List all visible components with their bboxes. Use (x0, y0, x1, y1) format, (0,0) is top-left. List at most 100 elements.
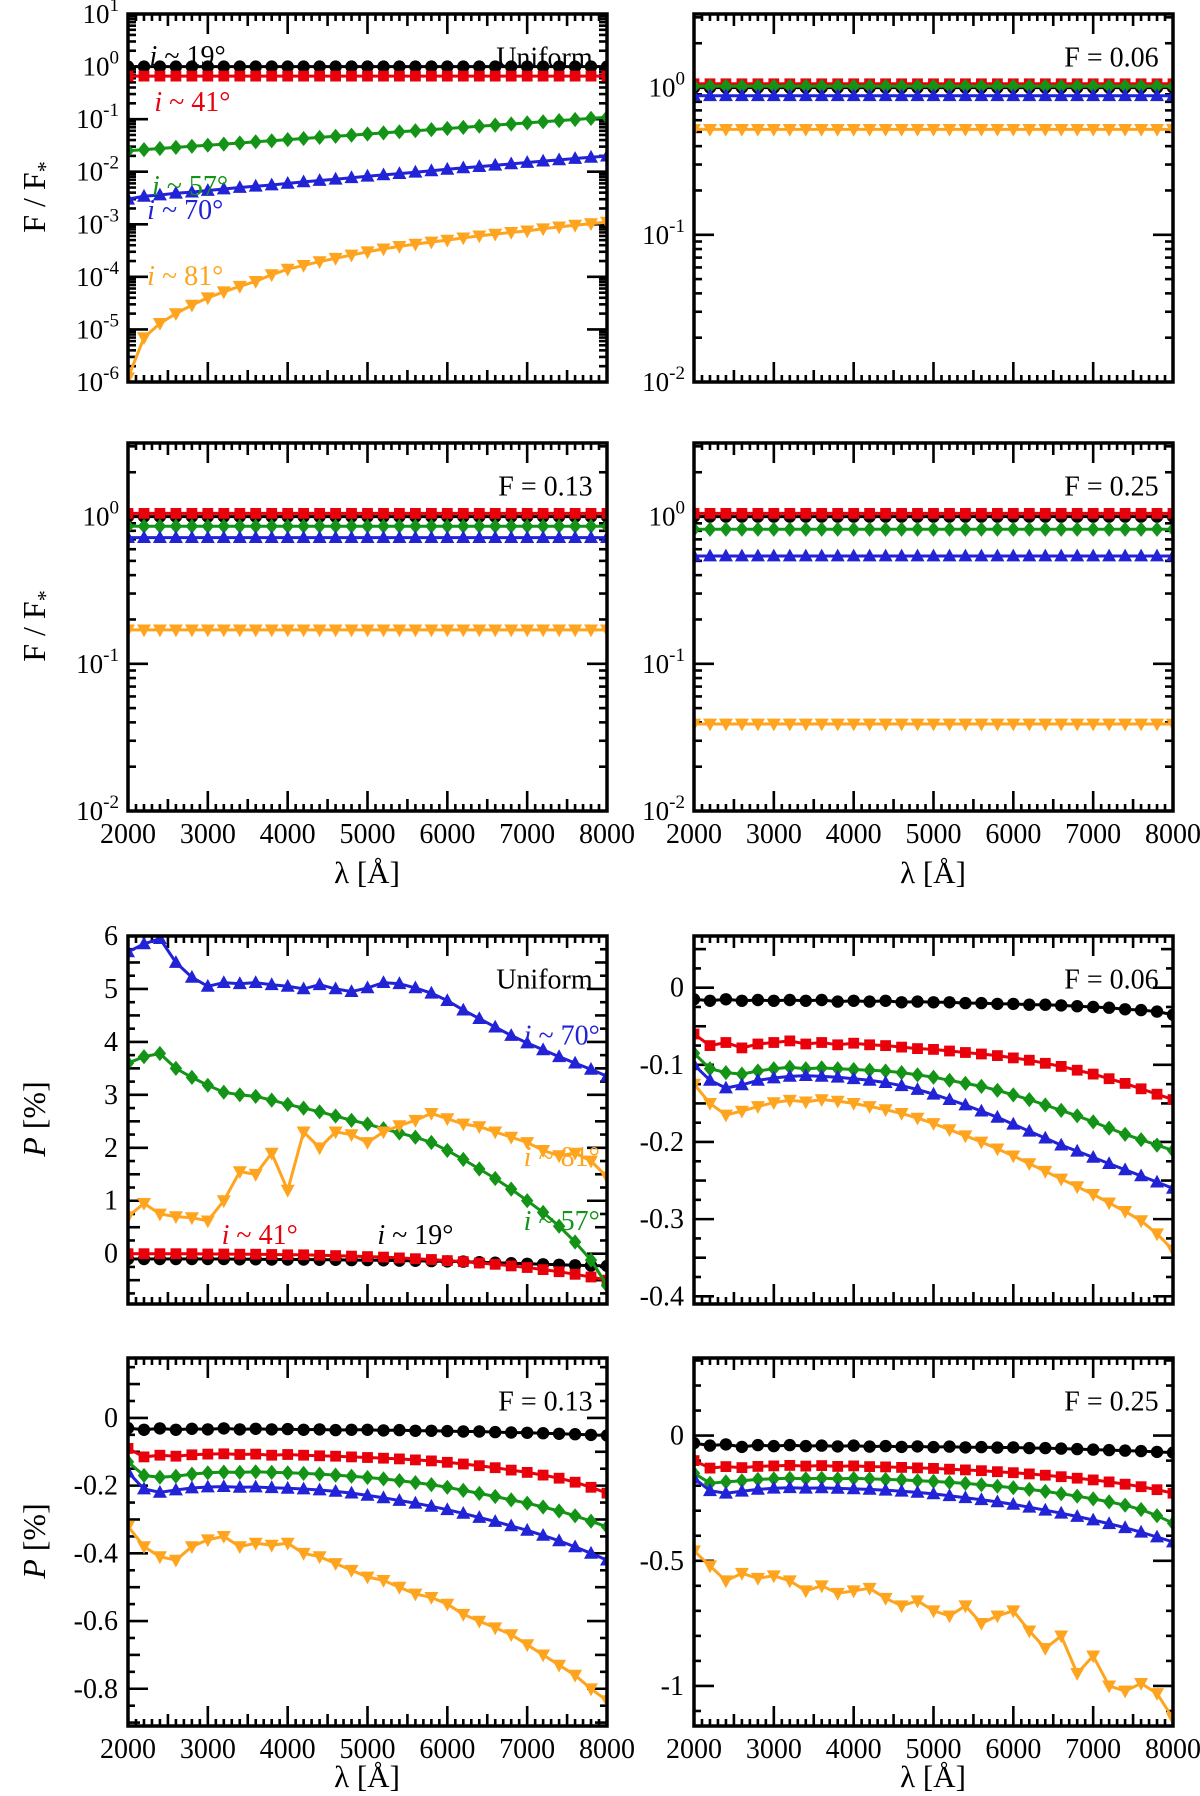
marker-circle (153, 60, 167, 73)
marker-square (569, 508, 581, 519)
marker-triangle-down (584, 1683, 598, 1697)
marker-circle (489, 60, 502, 73)
marker-square (601, 70, 607, 82)
panel-border (692, 1356, 1175, 1728)
marker-triangle-down (296, 1126, 311, 1140)
marker-diamond (377, 125, 390, 141)
marker-diamond (169, 1468, 183, 1484)
marker-triangle-up (408, 980, 423, 994)
marker-diamond (568, 518, 582, 534)
marker-triangle-up (703, 548, 717, 562)
marker-triangle-up (392, 166, 407, 179)
marker-triangle-down (504, 1629, 519, 1642)
x-tick-label: 2000 (100, 1734, 156, 1765)
marker-square (202, 1448, 214, 1460)
marker-triangle-down (1102, 124, 1117, 137)
marker-triangle-down (360, 1137, 375, 1150)
y-tick-labels: 0 -0.1 -0.2 -0.3 -0.4 (640, 973, 684, 1313)
marker-triangle-up (168, 185, 183, 199)
marker-triangle-down (1070, 1181, 1085, 1195)
y-tick-label: 10-2 (76, 792, 119, 826)
series-markers-i81 (128, 624, 607, 638)
marker-triangle-down (782, 124, 797, 137)
marker-triangle-down (990, 718, 1005, 732)
marker-square (128, 508, 134, 519)
marker-triangle-up (392, 530, 407, 543)
marker-triangle-down (926, 1605, 941, 1619)
x-tick-label: 6000 (419, 1734, 475, 1765)
marker-diamond (1071, 521, 1084, 537)
marker-square (816, 508, 828, 519)
marker-diamond (489, 1488, 502, 1505)
marker-square (473, 1257, 485, 1269)
marker-triangle-up (536, 1042, 551, 1056)
marker-circle (975, 1440, 988, 1454)
marker-diamond (1134, 1132, 1148, 1148)
marker-triangle-up (440, 530, 455, 543)
marker-triangle-down (1022, 1625, 1037, 1639)
marker-diamond (584, 1252, 598, 1268)
series-markers-i19 (694, 1436, 1173, 1459)
marker-triangle-down (536, 1649, 551, 1663)
marker-square (394, 1453, 405, 1465)
series-markers-i19 (128, 1421, 607, 1442)
marker-diamond (201, 1077, 214, 1093)
marker-square (848, 508, 860, 519)
marker-triangle-down (830, 1095, 845, 1109)
marker-triangle-down (1070, 124, 1085, 137)
marker-diamond (751, 521, 765, 537)
y-tick-label: 100 (649, 498, 686, 532)
marker-diamond (265, 133, 278, 149)
marker-square (234, 1449, 246, 1460)
marker-triangle-down (1006, 124, 1021, 137)
marker-square (505, 1260, 517, 1272)
marker-diamond (329, 128, 342, 144)
marker-triangle-up (168, 530, 183, 543)
marker-diamond (329, 1467, 342, 1483)
marker-square (457, 1256, 469, 1267)
marker-triangle-up (504, 530, 519, 543)
marker-circle (568, 1428, 582, 1441)
marker-diamond (169, 139, 183, 155)
marker-triangle-down (456, 1608, 471, 1622)
marker-square (1135, 1481, 1147, 1493)
marker-circle (249, 60, 262, 73)
marker-circle (1102, 1443, 1116, 1457)
marker-triangle-up (974, 1492, 989, 1506)
marker-square (736, 1462, 748, 1473)
marker-square (394, 508, 405, 519)
curve-label: i ~ 70° (524, 1020, 600, 1051)
marker-circle (1150, 1005, 1164, 1018)
marker-diamond (185, 1466, 199, 1482)
marker-circle (1071, 1000, 1084, 1013)
marker-triangle-up (1102, 548, 1117, 562)
x-tick-label: 8000 (1145, 1734, 1200, 1765)
marker-triangle-down (552, 221, 567, 235)
flux-ylabel-text: F / F (16, 172, 52, 233)
marker-triangle-up (296, 530, 311, 543)
marker-square (880, 508, 891, 519)
marker-square (489, 70, 501, 82)
y-tick-label: -0.8 (74, 1674, 118, 1705)
marker-triangle-down (1118, 124, 1133, 137)
x-tick-label: 5000 (906, 1734, 962, 1765)
marker-diamond (959, 521, 972, 537)
y-axis-label-pol-row4: P [%] (13, 1357, 55, 1725)
marker-square (1135, 508, 1147, 519)
marker-diamond (185, 1069, 199, 1085)
marker-triangle-up (862, 88, 877, 102)
marker-triangle-up (424, 985, 439, 999)
marker-diamond (847, 521, 860, 537)
marker-triangle-down (846, 718, 861, 732)
marker-triangle-up (152, 187, 167, 201)
marker-triangle-up (862, 548, 877, 562)
marker-diamond (552, 1503, 566, 1519)
y-tick-label: 10-2 (642, 792, 685, 826)
marker-square (1007, 508, 1019, 519)
y-tick-labels: 100 10-1 10-2 (642, 498, 685, 826)
marker-square (521, 70, 533, 82)
marker-triangle-down (846, 124, 861, 137)
marker-diamond (552, 1218, 566, 1234)
marker-square (1167, 1094, 1173, 1105)
